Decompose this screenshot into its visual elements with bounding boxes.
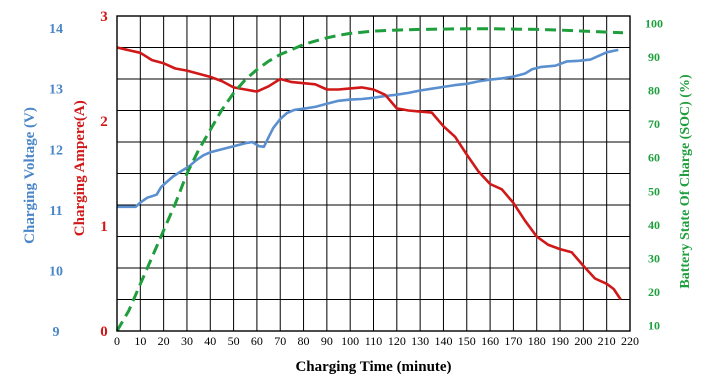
x-tick-label: 170 xyxy=(504,334,522,348)
x-tick-label: 180 xyxy=(528,334,546,348)
voltage-axis-label: Charging Voltage (V) xyxy=(22,107,38,244)
soc-axis-label: Battery State Of Charge (SOC) (%) xyxy=(678,74,693,289)
x-tick-label: 150 xyxy=(458,334,476,348)
x-tick-label: 160 xyxy=(481,334,499,348)
voltage-tick-label: 10 xyxy=(49,264,63,279)
voltage-tick-label: 12 xyxy=(49,143,63,158)
voltage-tick-label: 13 xyxy=(49,83,63,98)
ampere-axis-label: Charging Ampere(A) xyxy=(72,100,88,236)
voltage-tick-label: 11 xyxy=(49,204,62,219)
voltage-tick-label: 9 xyxy=(53,325,60,340)
x-tick-label: 30 xyxy=(181,334,193,348)
x-tick-label: 190 xyxy=(551,334,569,348)
x-tick-label: 60 xyxy=(251,334,263,348)
ampere-tick-label: 3 xyxy=(100,9,108,25)
x-tick-label: 100 xyxy=(341,334,359,348)
soc-tick-label: 30 xyxy=(648,251,660,265)
x-tick-label: 110 xyxy=(365,334,383,348)
x-tick-label: 40 xyxy=(204,334,216,348)
x-tick-label: 50 xyxy=(228,334,240,348)
soc-tick-label: 40 xyxy=(648,218,660,232)
ampere-tick-label: 1 xyxy=(100,219,108,235)
ampere-tick-label: 0 xyxy=(100,324,108,340)
tick-layer: 0 10 20 30 40 50 60 70 80 90 100 110 120 130 140 150 160… xyxy=(49,9,663,348)
ampere-series-line xyxy=(116,46,622,301)
grid xyxy=(116,16,631,331)
voltage-tick-label: 14 xyxy=(49,22,63,37)
x-tick-label: 120 xyxy=(388,334,406,348)
x-tick-label: 20 xyxy=(158,334,170,348)
x-tick-label: 10 xyxy=(134,334,146,348)
series-layer xyxy=(115,27,624,332)
plot-frame xyxy=(116,15,631,332)
soc-tick-label: 10 xyxy=(648,318,660,332)
soc-tick-label: 80 xyxy=(648,84,660,98)
x-tick-label: 80 xyxy=(298,334,310,348)
x-tick-label: 0 xyxy=(114,334,120,348)
soc-tick-label: 60 xyxy=(648,151,660,165)
soc-tick-label: 100 xyxy=(645,17,663,31)
ampere-tick-label: 2 xyxy=(100,114,108,130)
x-tick-label: 90 xyxy=(321,334,333,348)
soc-series-line xyxy=(115,27,624,332)
x-tick-label: 200 xyxy=(574,334,592,348)
voltage-series-line xyxy=(117,48,619,209)
x-tick-label: 140 xyxy=(434,334,452,348)
soc-tick-label: 70 xyxy=(648,117,660,131)
x-axis-label: Charging Time (minute) xyxy=(295,359,451,375)
soc-tick-label: 50 xyxy=(648,184,660,198)
x-tick-label: 220 xyxy=(621,334,639,348)
x-tick-label: 70 xyxy=(274,334,286,348)
soc-tick-label: 20 xyxy=(648,285,660,299)
x-tick-label: 130 xyxy=(411,334,429,348)
soc-tick-label: 90 xyxy=(648,50,660,64)
x-tick-label: 210 xyxy=(598,334,616,348)
